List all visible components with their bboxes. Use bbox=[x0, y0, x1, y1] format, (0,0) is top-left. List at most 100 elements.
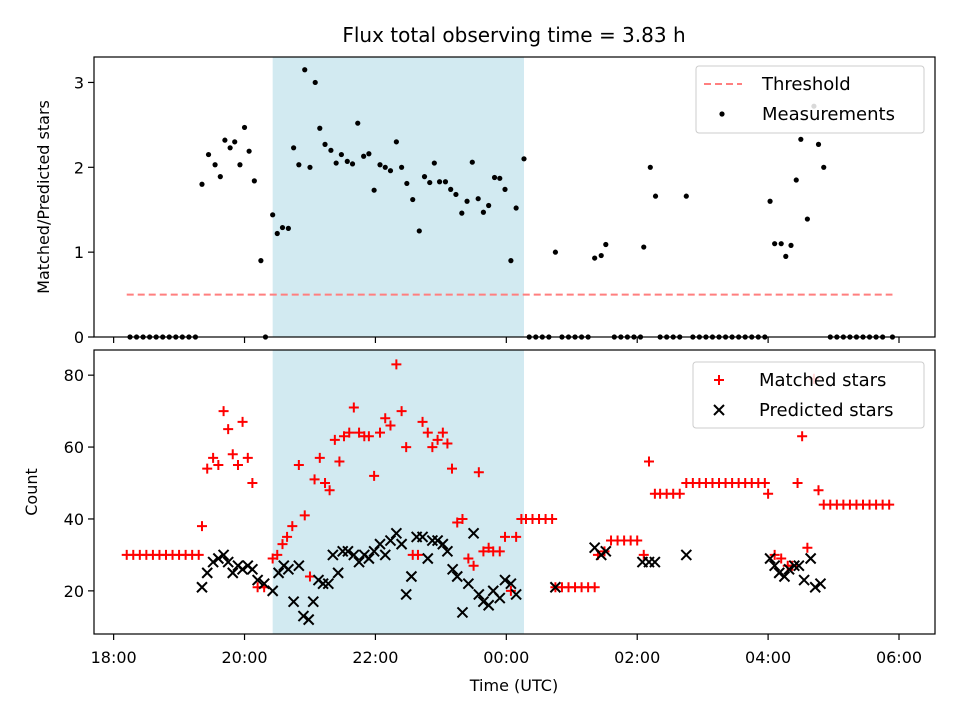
measurements-point bbox=[393, 139, 399, 145]
matched-stars-point bbox=[329, 434, 340, 445]
ratio-panel: 0 1 2 3 Matched/Predicted stars Threshold Me… bbox=[34, 56, 936, 347]
predicted-stars-point bbox=[400, 588, 412, 601]
measurements-point bbox=[404, 180, 410, 187]
matched-stars-point bbox=[797, 431, 808, 442]
matched-stars-point bbox=[369, 470, 380, 481]
predicted-stars-point bbox=[549, 581, 562, 593]
predicted-stars-point bbox=[422, 552, 434, 565]
measurements-point bbox=[227, 145, 233, 151]
measurements-point bbox=[382, 164, 388, 170]
predicted-stars-point bbox=[272, 567, 285, 579]
measurements-point bbox=[217, 174, 223, 180]
predicted-stars-point bbox=[426, 534, 439, 547]
measurements-point bbox=[291, 145, 297, 151]
measurements-point bbox=[783, 253, 789, 259]
predicted-stars-point bbox=[379, 549, 391, 561]
predicted-stars-point bbox=[222, 556, 234, 568]
count-axes-frame bbox=[93, 349, 936, 635]
matched-stars-point bbox=[202, 463, 213, 474]
predicted-stars-point bbox=[764, 552, 776, 565]
observing-window-bottom bbox=[272, 350, 524, 634]
count-marks bbox=[121, 359, 895, 626]
chart-title: Flux total observing time = 3.83 h bbox=[342, 23, 685, 47]
matched-stars-point bbox=[500, 531, 511, 542]
x-tick-label: 00:00 bbox=[483, 648, 529, 667]
matched-stars-point bbox=[242, 452, 253, 463]
measurements-point bbox=[270, 212, 276, 218]
matched-stars-point bbox=[643, 456, 654, 467]
matched-stars-point bbox=[237, 416, 248, 427]
measurements-point bbox=[205, 151, 212, 158]
predicted-stars-point bbox=[236, 563, 249, 575]
measurements-point bbox=[246, 148, 252, 154]
measurements-point bbox=[815, 141, 822, 147]
measurements-point bbox=[355, 120, 361, 126]
measurements-point bbox=[302, 67, 308, 73]
observing-window-top bbox=[272, 57, 524, 337]
predicted-stars-point bbox=[473, 588, 485, 601]
matched-stars-point bbox=[314, 452, 325, 463]
predicted-stars-point bbox=[793, 559, 805, 572]
measurements-point bbox=[371, 187, 377, 193]
predicted-stars-point bbox=[462, 577, 475, 590]
matched-stars-point bbox=[324, 485, 335, 496]
matched-stars-point bbox=[282, 531, 293, 542]
matched-stars-point bbox=[813, 485, 824, 496]
matched-stars-point bbox=[505, 585, 516, 596]
x-tick-label: 06:00 bbox=[876, 648, 922, 667]
matched-stars-point bbox=[776, 553, 787, 564]
matched-stars-point bbox=[792, 478, 803, 489]
legend-plus-swatch bbox=[714, 375, 724, 385]
measurements-point bbox=[448, 186, 454, 192]
measurements-point bbox=[475, 196, 481, 202]
legend-label: Matched stars bbox=[759, 370, 886, 391]
measurements-point bbox=[344, 158, 350, 164]
measurements-point bbox=[513, 205, 519, 211]
measurements-point bbox=[199, 181, 205, 187]
matched-stars-point bbox=[293, 460, 304, 471]
x-tick-label: 20:00 bbox=[221, 648, 267, 667]
legend-label: Measurements bbox=[762, 104, 895, 125]
predicted-stars-point bbox=[246, 563, 259, 575]
predicted-stars-point bbox=[287, 595, 300, 608]
matched-stars-point bbox=[427, 442, 438, 453]
predicted-stars-point bbox=[416, 531, 429, 543]
matched-stars-point bbox=[232, 460, 243, 471]
legend-label: Predicted stars bbox=[759, 400, 893, 421]
measurements-point bbox=[767, 198, 773, 204]
matched-stars-point bbox=[442, 438, 453, 449]
matched-stars-point bbox=[494, 546, 505, 557]
predicted-stars-point bbox=[773, 567, 785, 579]
predicted-stars-point bbox=[446, 563, 459, 575]
predicted-stars-point bbox=[505, 577, 517, 590]
legend-label: Threshold bbox=[761, 74, 851, 95]
matched-stars-point bbox=[463, 553, 474, 564]
measurements-point bbox=[521, 156, 527, 162]
measurements-point bbox=[497, 175, 503, 181]
predicted-stars-point bbox=[317, 577, 329, 590]
matched-stars-point bbox=[457, 513, 468, 524]
measurements-point bbox=[788, 242, 794, 248]
measurements-point bbox=[317, 125, 323, 131]
measurements-point bbox=[459, 210, 465, 216]
matched-stars-point bbox=[213, 460, 224, 471]
predicted-stars-point bbox=[649, 556, 661, 568]
measurements-point bbox=[366, 151, 372, 157]
predicted-stars-point bbox=[814, 577, 827, 590]
measurements-point bbox=[387, 168, 394, 174]
measurements-point bbox=[641, 244, 647, 250]
predicted-stars-point bbox=[363, 552, 375, 565]
measurements-point bbox=[416, 228, 422, 234]
measurements-point bbox=[237, 162, 243, 168]
predicted-stars-point bbox=[374, 538, 386, 550]
matched-stars-point bbox=[884, 499, 895, 510]
matched-stars-point bbox=[363, 431, 374, 442]
matched-stars-point bbox=[589, 582, 600, 593]
matched-stars-point bbox=[218, 406, 229, 417]
y-tick-label: 1 bbox=[74, 243, 84, 262]
measurements-point bbox=[338, 151, 344, 158]
legend-x-swatch bbox=[713, 404, 725, 416]
measurements-point bbox=[296, 162, 302, 168]
matched-stars-point bbox=[344, 427, 355, 438]
